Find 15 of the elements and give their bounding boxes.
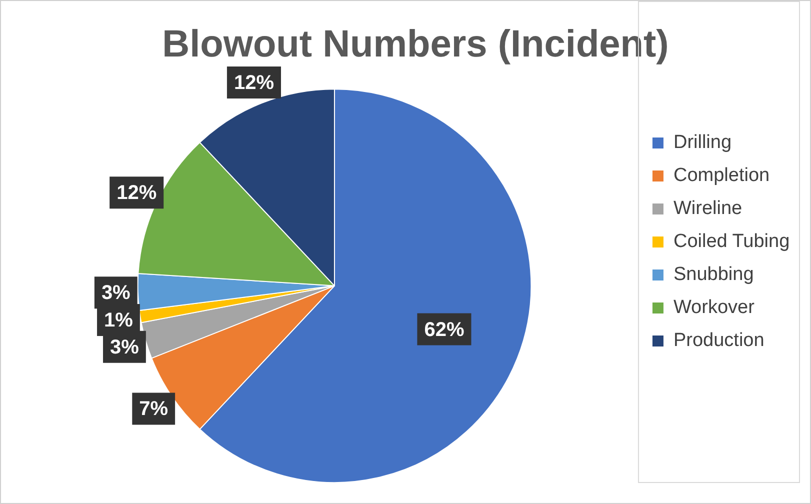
data-label: 3% [101, 282, 131, 304]
text: Blowout Numbers (Incident) [162, 23, 669, 66]
legend-label: Workover [673, 297, 756, 318]
data-label: 62% [424, 318, 464, 341]
legend-label: Drilling [673, 132, 732, 154]
legend-label: Completion [673, 165, 770, 186]
legend-label: Wireline [673, 198, 742, 220]
data-label: 3% [110, 336, 140, 358]
legend-label: Snubbing [673, 264, 754, 286]
data-label: 12% [116, 182, 157, 204]
legend-label: Production [673, 330, 764, 352]
data-label: 7% [139, 398, 168, 420]
data-label: 12% [234, 72, 274, 94]
legend-label: Coiled Tubing [673, 231, 790, 252]
data-label: 1% [104, 310, 134, 332]
